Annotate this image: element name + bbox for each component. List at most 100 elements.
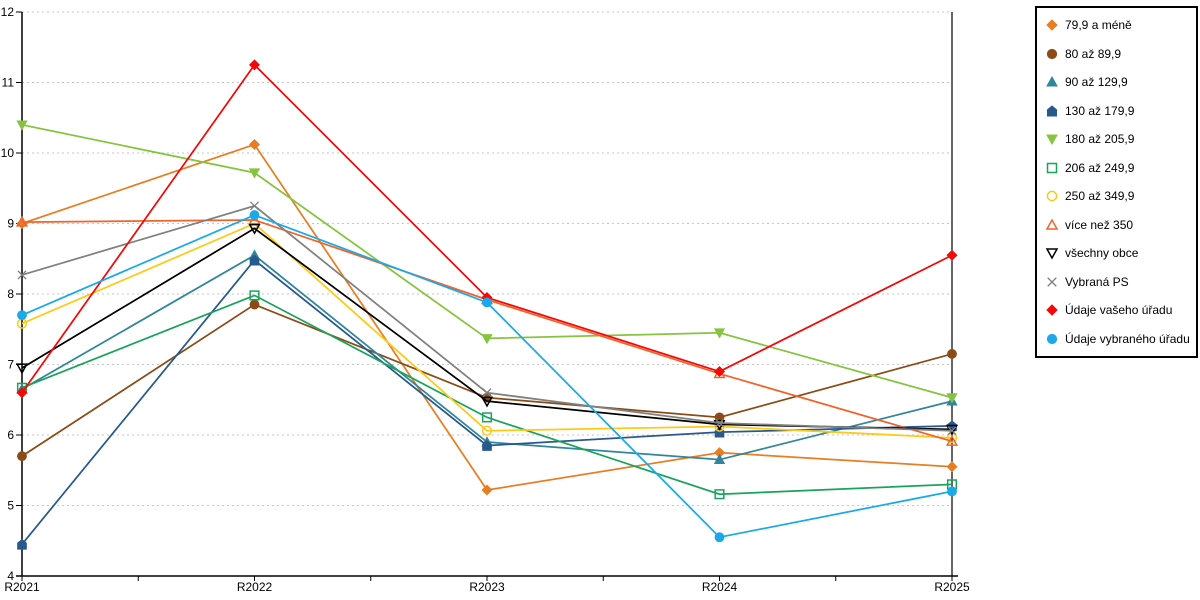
data-point-marker: [17, 270, 27, 280]
legend-label: více než 350: [1065, 217, 1134, 232]
y-tick-label: 6: [7, 428, 14, 442]
y-tick-label: 12: [1, 5, 15, 19]
legend-label: Údaje vybraného úřadu: [1065, 331, 1190, 346]
data-point-marker: [248, 139, 261, 151]
data-point-marker: [946, 249, 958, 261]
diamond-legend-marker-icon: [1046, 304, 1058, 317]
legend-label: Vybraná PS: [1065, 274, 1129, 289]
data-point-marker: [17, 538, 27, 550]
legend-item-250-a-349-9[interactable]: 250 až 349,9: [1045, 189, 1192, 203]
data-point-marker: [947, 426, 957, 436]
legend-label: 130 až 179,9: [1065, 103, 1135, 118]
series-206-a-249-9: [16, 290, 958, 500]
data-point-marker: [481, 412, 493, 423]
y-tick-label: 7: [7, 358, 14, 372]
x-tick-label: R2025: [934, 580, 970, 594]
data-point-marker: [713, 328, 726, 339]
legend-item-vybran-ps[interactable]: Vybraná PS: [1045, 275, 1192, 289]
legend-item-90-a-129-9[interactable]: 90 až 129,9: [1045, 75, 1192, 89]
triangle-up-legend-marker-icon: [1046, 76, 1058, 87]
x-tick-label: R2024: [702, 580, 738, 594]
data-point-marker: [947, 349, 957, 359]
y-tick-label: 11: [2, 76, 15, 90]
data-point-marker: [946, 461, 958, 473]
pentagon-legend-marker-icon: [1047, 104, 1057, 117]
legend-item-180-a-205-9[interactable]: 180 až 205,9: [1045, 132, 1192, 146]
series-line: [21, 222, 953, 439]
data-point-marker: [249, 201, 260, 211]
data-point-marker: [481, 334, 493, 345]
data-point-marker: [713, 453, 726, 465]
gridlines: [22, 11, 952, 506]
triangle-up-legend-marker-icon: [1045, 218, 1059, 230]
x-tick-label: R2023: [469, 580, 505, 594]
diamond-legend-marker-icon: [1046, 19, 1058, 31]
circle-legend-marker-icon: [1046, 190, 1058, 202]
series-250-a-349-9: [16, 218, 958, 443]
series-line: [21, 123, 953, 399]
data-point-marker: [714, 418, 725, 428]
data-point-marker: [482, 388, 492, 398]
legend-item-daje-va-eho-adu[interactable]: Údaje vašeho úřadu: [1045, 303, 1192, 317]
data-point-marker: [714, 532, 725, 543]
data-point-marker: [16, 120, 28, 131]
data-point-marker: [248, 213, 261, 225]
data-point-marker: [248, 59, 261, 71]
legend-label: všechny obce: [1065, 246, 1139, 261]
circle-legend-marker-icon: [1046, 48, 1058, 59]
x-axis: R2021 R2022 R2023 R2024 R2025: [4, 576, 970, 594]
data-point-marker: [15, 363, 29, 375]
data-point-marker: [946, 393, 958, 404]
x-tick-label: R2022: [237, 580, 273, 594]
square-legend-marker-icon: [1046, 162, 1058, 173]
data-point-marker: [482, 440, 492, 451]
data-point-marker: [480, 396, 494, 408]
legend-item-80-a-89-9[interactable]: 80 až 89,9: [1045, 47, 1192, 61]
series-daje-vybran-ho-adu: [17, 210, 957, 543]
data-point-marker: [714, 489, 725, 500]
data-point-marker: [249, 254, 260, 266]
series-v-ce-ne-350: [15, 213, 959, 446]
data-point-marker: [17, 310, 27, 321]
data-point-marker: [945, 435, 959, 446]
series-vybran-ps: [17, 201, 957, 436]
triangle-down-legend-marker-icon: [1046, 134, 1058, 146]
legend-label: 79,9 a méně: [1065, 18, 1132, 32]
legend-item-79-9-a-m-n[interactable]: 79,9 a méně: [1045, 18, 1192, 32]
y-tick-label: 8: [7, 287, 14, 301]
triangle-down-legend-marker-icon: [1045, 248, 1059, 260]
legend-item-130-a-179-9[interactable]: 130 až 179,9: [1045, 104, 1192, 118]
data-point-marker: [17, 451, 27, 462]
data-point-marker: [16, 387, 28, 399]
legend-item-206-a-249-9[interactable]: 206 až 249,9: [1045, 161, 1192, 175]
series-79-9-a-m-n: [16, 139, 958, 496]
data-point-marker: [482, 297, 492, 308]
data-point-marker: [249, 290, 260, 301]
legend-item-v-echny-obce[interactable]: všechny obce: [1045, 246, 1192, 260]
legend-label: 250 až 349,9: [1065, 189, 1135, 204]
legend-label: Údaje vašeho úřadu: [1065, 303, 1173, 318]
series-180-a-205-9: [16, 120, 958, 404]
legend: 79,9 a méně 80 až 89,9 90 až 129,9 130 až 1…: [1035, 6, 1198, 358]
legend-label: 80 až 89,9: [1065, 46, 1122, 61]
series-line: [21, 303, 953, 457]
data-point-marker: [249, 299, 260, 310]
legend-item-daje-vybran-ho-adu[interactable]: Údaje vybraného úřadu: [1045, 332, 1192, 346]
y-tick-label: 4: [7, 569, 14, 583]
data-point-marker: [15, 215, 29, 227]
legend-label: 180 až 205,9: [1065, 132, 1135, 147]
data-point-marker: [481, 484, 493, 496]
legend-item-v-ce-ne-350[interactable]: více než 350: [1045, 218, 1192, 232]
y-axis: 4 5 6 7 8 9 10 11 12: [1, 5, 22, 583]
data-point-marker: [249, 210, 260, 220]
series-line: [21, 294, 953, 496]
circle-legend-marker-icon: [1046, 333, 1058, 344]
data-point-marker: [481, 425, 493, 436]
y-tick-label: 5: [7, 499, 14, 513]
data-point-marker: [713, 366, 726, 378]
legend-label: 90 až 129,9: [1065, 75, 1128, 90]
series-daje-va-eho-adu: [16, 59, 958, 399]
series-line: [21, 219, 953, 443]
